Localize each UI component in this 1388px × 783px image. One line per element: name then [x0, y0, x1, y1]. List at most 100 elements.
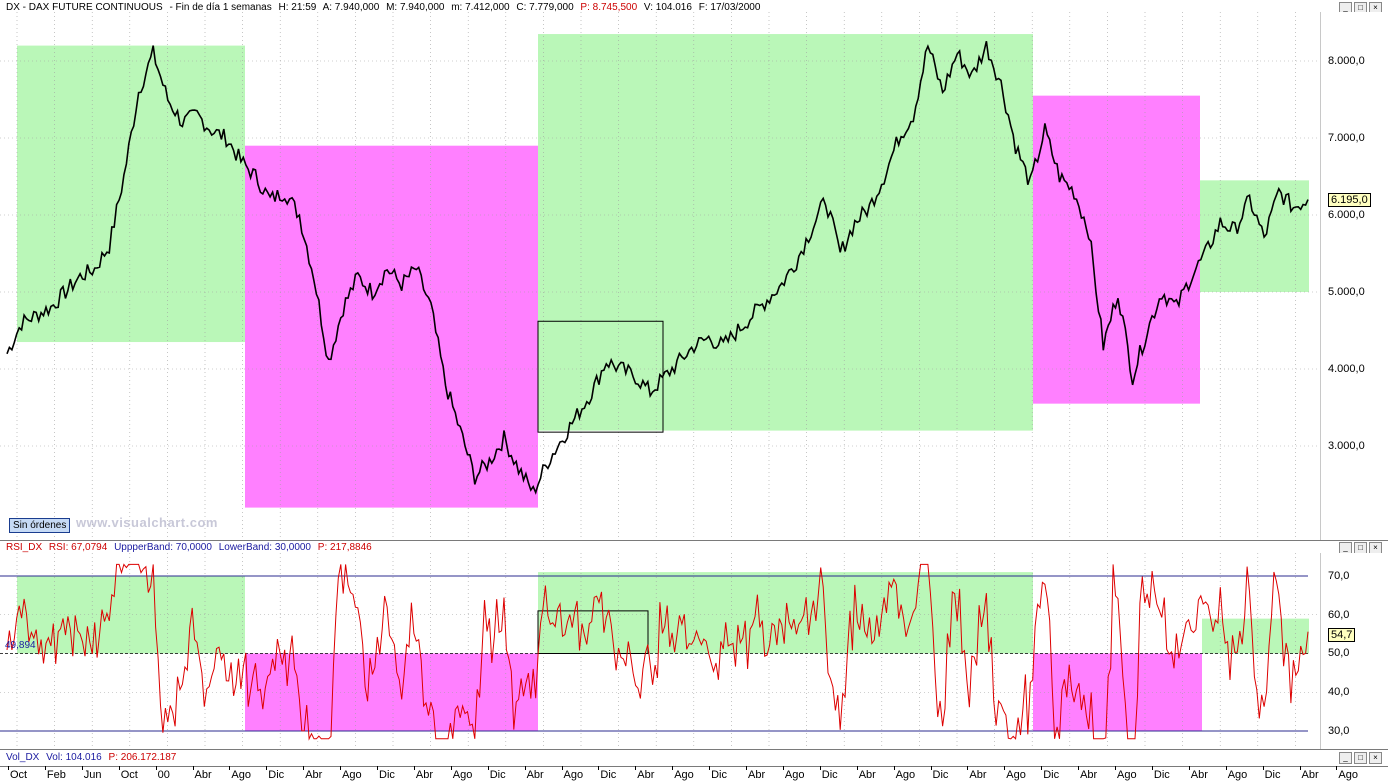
maximize-button[interactable]: □	[1354, 542, 1367, 554]
x-axis-label: Ago	[784, 769, 805, 781]
x-axis-label: Ago	[1117, 769, 1137, 781]
x-axis-label: Abr	[305, 769, 323, 781]
x-tick	[192, 766, 194, 770]
x-tick	[266, 766, 268, 770]
price-tick: 8.000,0	[1328, 55, 1365, 67]
bull-zone	[17, 576, 245, 654]
x-tick	[746, 766, 747, 770]
x-tick	[1262, 766, 1264, 770]
x-axis-label: Dic	[379, 769, 395, 781]
x-axis-label: Abr	[1301, 769, 1319, 781]
x-tick	[930, 766, 932, 770]
x-axis-label: Dic	[1153, 769, 1170, 781]
x-axis-label: Dic	[600, 769, 617, 781]
watermark: www.visualchart.com	[76, 515, 218, 530]
bull-zone	[1200, 180, 1309, 292]
x-axis-label: Dic	[821, 769, 838, 781]
x-axis-label: Dic	[711, 769, 727, 781]
x-axis-label: Abr	[415, 769, 434, 781]
x-tick	[524, 766, 526, 770]
close-button[interactable]: ×	[1369, 752, 1382, 764]
rsi-chart[interactable]	[0, 553, 1320, 749]
x-tick	[1115, 766, 1116, 770]
rsi-pane-header: RSI_DX RSI: 67,0794 UppperBand: 70,0000 …	[0, 541, 1388, 554]
price-tick: 4.000,0	[1328, 363, 1365, 375]
x-axis-label: Dic	[489, 769, 506, 781]
vol-name: Vol_DX	[6, 752, 40, 763]
x-tick	[856, 766, 858, 770]
x-tick	[672, 766, 674, 770]
x-tick	[1004, 766, 1006, 770]
x-tick	[635, 766, 637, 770]
bull-zone	[1202, 618, 1309, 654]
rsi-tick: 40,0	[1328, 686, 1350, 698]
minimize-button[interactable]: _	[1339, 752, 1352, 764]
x-axis-label: Jun	[83, 769, 102, 781]
x-tick	[118, 766, 120, 770]
price-chart[interactable]	[0, 12, 1320, 540]
x-tick	[709, 766, 711, 770]
x-axis-label: Abr	[637, 769, 655, 781]
x-tick	[967, 766, 969, 770]
vol-p-value: P: 206.172.187	[108, 752, 177, 763]
pane-divider[interactable]	[0, 540, 1388, 541]
rsi-axis	[1320, 553, 1388, 749]
open-value: A: 7.940,000	[322, 2, 380, 13]
x-axis-label: Abr	[1190, 769, 1208, 781]
x-tick	[377, 766, 378, 770]
vol-window-buttons: _ □ ×	[1339, 752, 1382, 764]
x-axis-label: Oct	[10, 769, 28, 781]
rsi-tick: 50,0	[1328, 647, 1350, 659]
x-tick	[782, 766, 784, 770]
x-tick	[81, 766, 83, 770]
rsi-value: RSI: 67,0794	[48, 542, 108, 553]
date-value: F: 17/03/2000	[698, 2, 761, 13]
close-value: C: 7.779,000	[516, 2, 574, 13]
x-tick	[561, 766, 563, 770]
price-tick: 6.000,0	[1328, 209, 1365, 221]
x-axis-label: Feb	[46, 769, 66, 781]
sin-ordenes-button[interactable]: Sin órdenes	[9, 518, 71, 533]
x-tick	[1299, 766, 1301, 770]
x-axis-label: Dic	[1264, 769, 1281, 781]
x-tick	[819, 766, 821, 770]
x-tick	[450, 766, 452, 770]
x-axis-label: Abr	[858, 769, 876, 781]
bear-zone	[1033, 95, 1200, 404]
volume-value: V: 104.016	[643, 2, 692, 13]
x-tick	[1041, 766, 1043, 770]
last-price-badge: 6.195,0	[1328, 193, 1371, 207]
vol-value: Vol: 104.016	[46, 752, 102, 763]
rsi-tick: 60,0	[1328, 609, 1350, 621]
x-axis-label: Dic	[932, 769, 949, 781]
x-axis-label: Ago	[563, 769, 584, 781]
x-tick	[44, 766, 46, 770]
x-axis-label: Ago	[1227, 769, 1248, 781]
x-axis-label: Oct	[120, 769, 138, 781]
x-tick	[229, 766, 231, 770]
rsi-p-value: P: 217,8846	[317, 542, 372, 553]
bull-zone	[17, 45, 245, 343]
x-tick	[487, 766, 489, 770]
lower-band-value: LowerBand: 30,0000	[218, 542, 311, 553]
price-tick: 3.000,0	[1328, 440, 1365, 452]
x-axis-label: Ago	[231, 769, 251, 781]
x-tick	[1151, 766, 1153, 770]
x-tick	[413, 766, 415, 770]
rsi-left-label: 49,894	[5, 640, 36, 651]
symbol-name: DX - DAX FUTURE CONTINUOUS	[6, 2, 163, 13]
x-tick	[1188, 766, 1190, 770]
pane-divider[interactable]	[0, 749, 1388, 750]
x-axis-label: Abr	[969, 769, 987, 781]
x-axis-label: Ago	[342, 769, 362, 781]
x-axis-label: Abr	[748, 769, 766, 781]
price-window-buttons: _ □ ×	[1339, 2, 1382, 14]
x-axis-label: Abr	[526, 769, 544, 781]
price-header: DX - DAX FUTURE CONTINUOUS - Fin de día …	[6, 2, 764, 14]
maximize-button[interactable]: □	[1354, 752, 1367, 764]
bull-zone	[538, 572, 1033, 654]
x-axis-label: Abr	[1080, 769, 1098, 781]
rsi-name: RSI_DX	[6, 542, 43, 553]
x-axis: Oct Feb Jun Oct 00 Abr Ago Dic Abr Ago Dic Abr Ago Di…	[0, 766, 1388, 783]
bull-zone	[538, 34, 1033, 431]
